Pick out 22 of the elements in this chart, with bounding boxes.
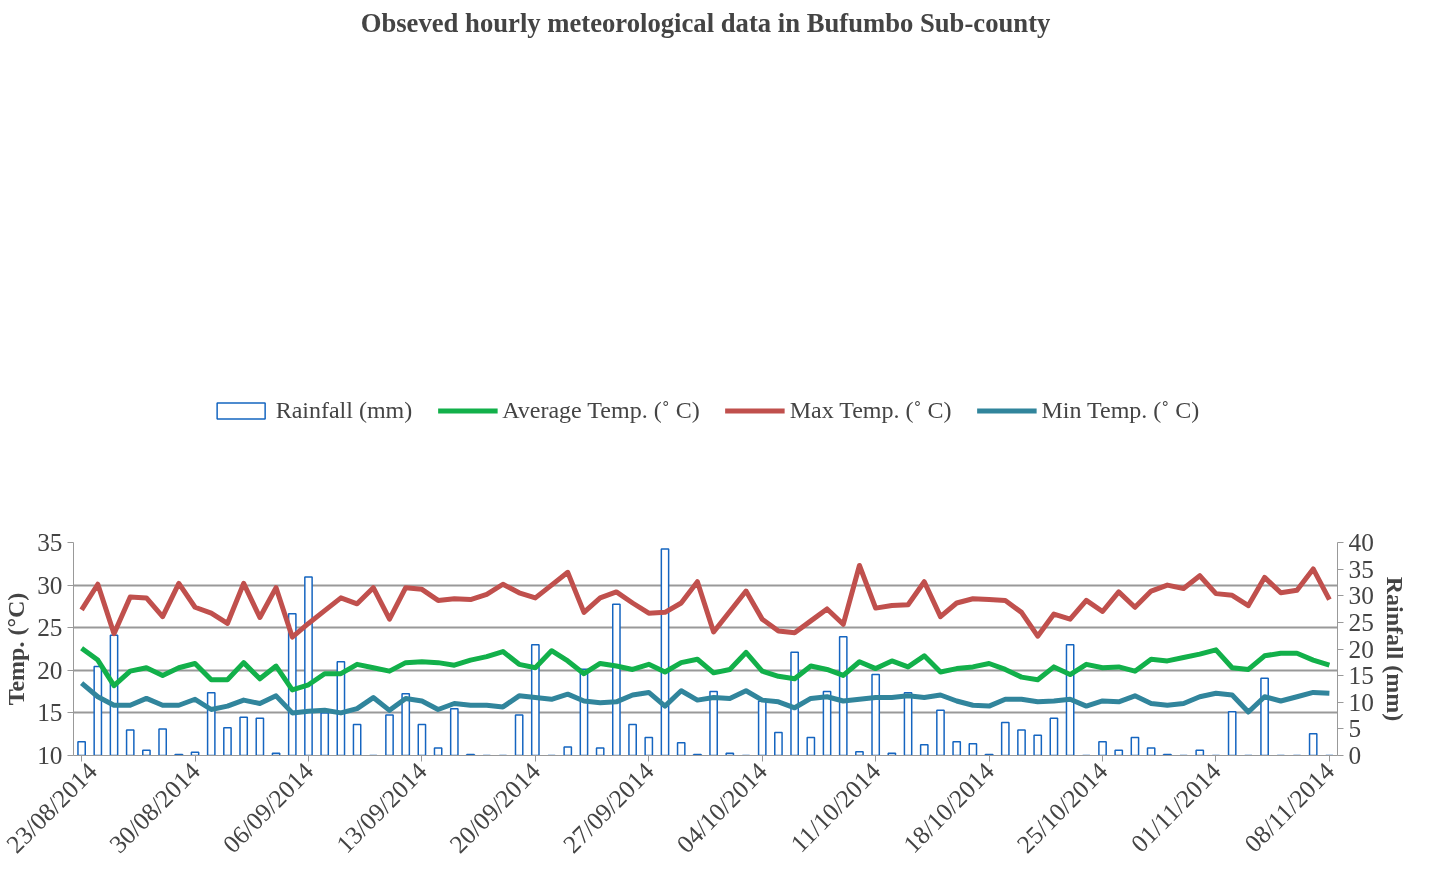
y-axis-title: Temp. (°C) — [3, 592, 30, 706]
y2-tick-label: 0 — [1348, 741, 1362, 769]
y2-tick-label: 40 — [1348, 528, 1374, 556]
y2-tick-label: 30 — [1348, 581, 1374, 610]
legend-label: Average Temp. (˚ C) — [502, 396, 700, 424]
y-tick-label: 25 — [37, 613, 63, 642]
y2-tick-label: 35 — [1348, 554, 1374, 583]
y2-tick-label: 20 — [1348, 634, 1374, 663]
chart-title: Obseved hourly meteorological data in Bufumbo Sub-county — [360, 7, 1052, 38]
y2-axis-title: Rainfall (mm) — [1381, 576, 1408, 722]
y-tick-label: 10 — [37, 741, 63, 769]
y2-tick-label: 25 — [1348, 607, 1374, 636]
legend-label: Rainfall (mm) — [275, 396, 413, 424]
y2-tick-label: 15 — [1348, 661, 1374, 690]
y2-tick-label: 5 — [1348, 714, 1362, 743]
y-tick-label: 30 — [37, 570, 63, 599]
legend-label: Min Temp. (˚ C) — [1041, 396, 1200, 424]
y-tick-label: 20 — [37, 655, 63, 684]
y-tick-label: 15 — [37, 698, 63, 727]
y2-tick-label: 10 — [1348, 687, 1374, 716]
legend-label: Max Temp. (˚ C) — [789, 396, 952, 424]
y-tick-label: 35 — [37, 528, 63, 556]
